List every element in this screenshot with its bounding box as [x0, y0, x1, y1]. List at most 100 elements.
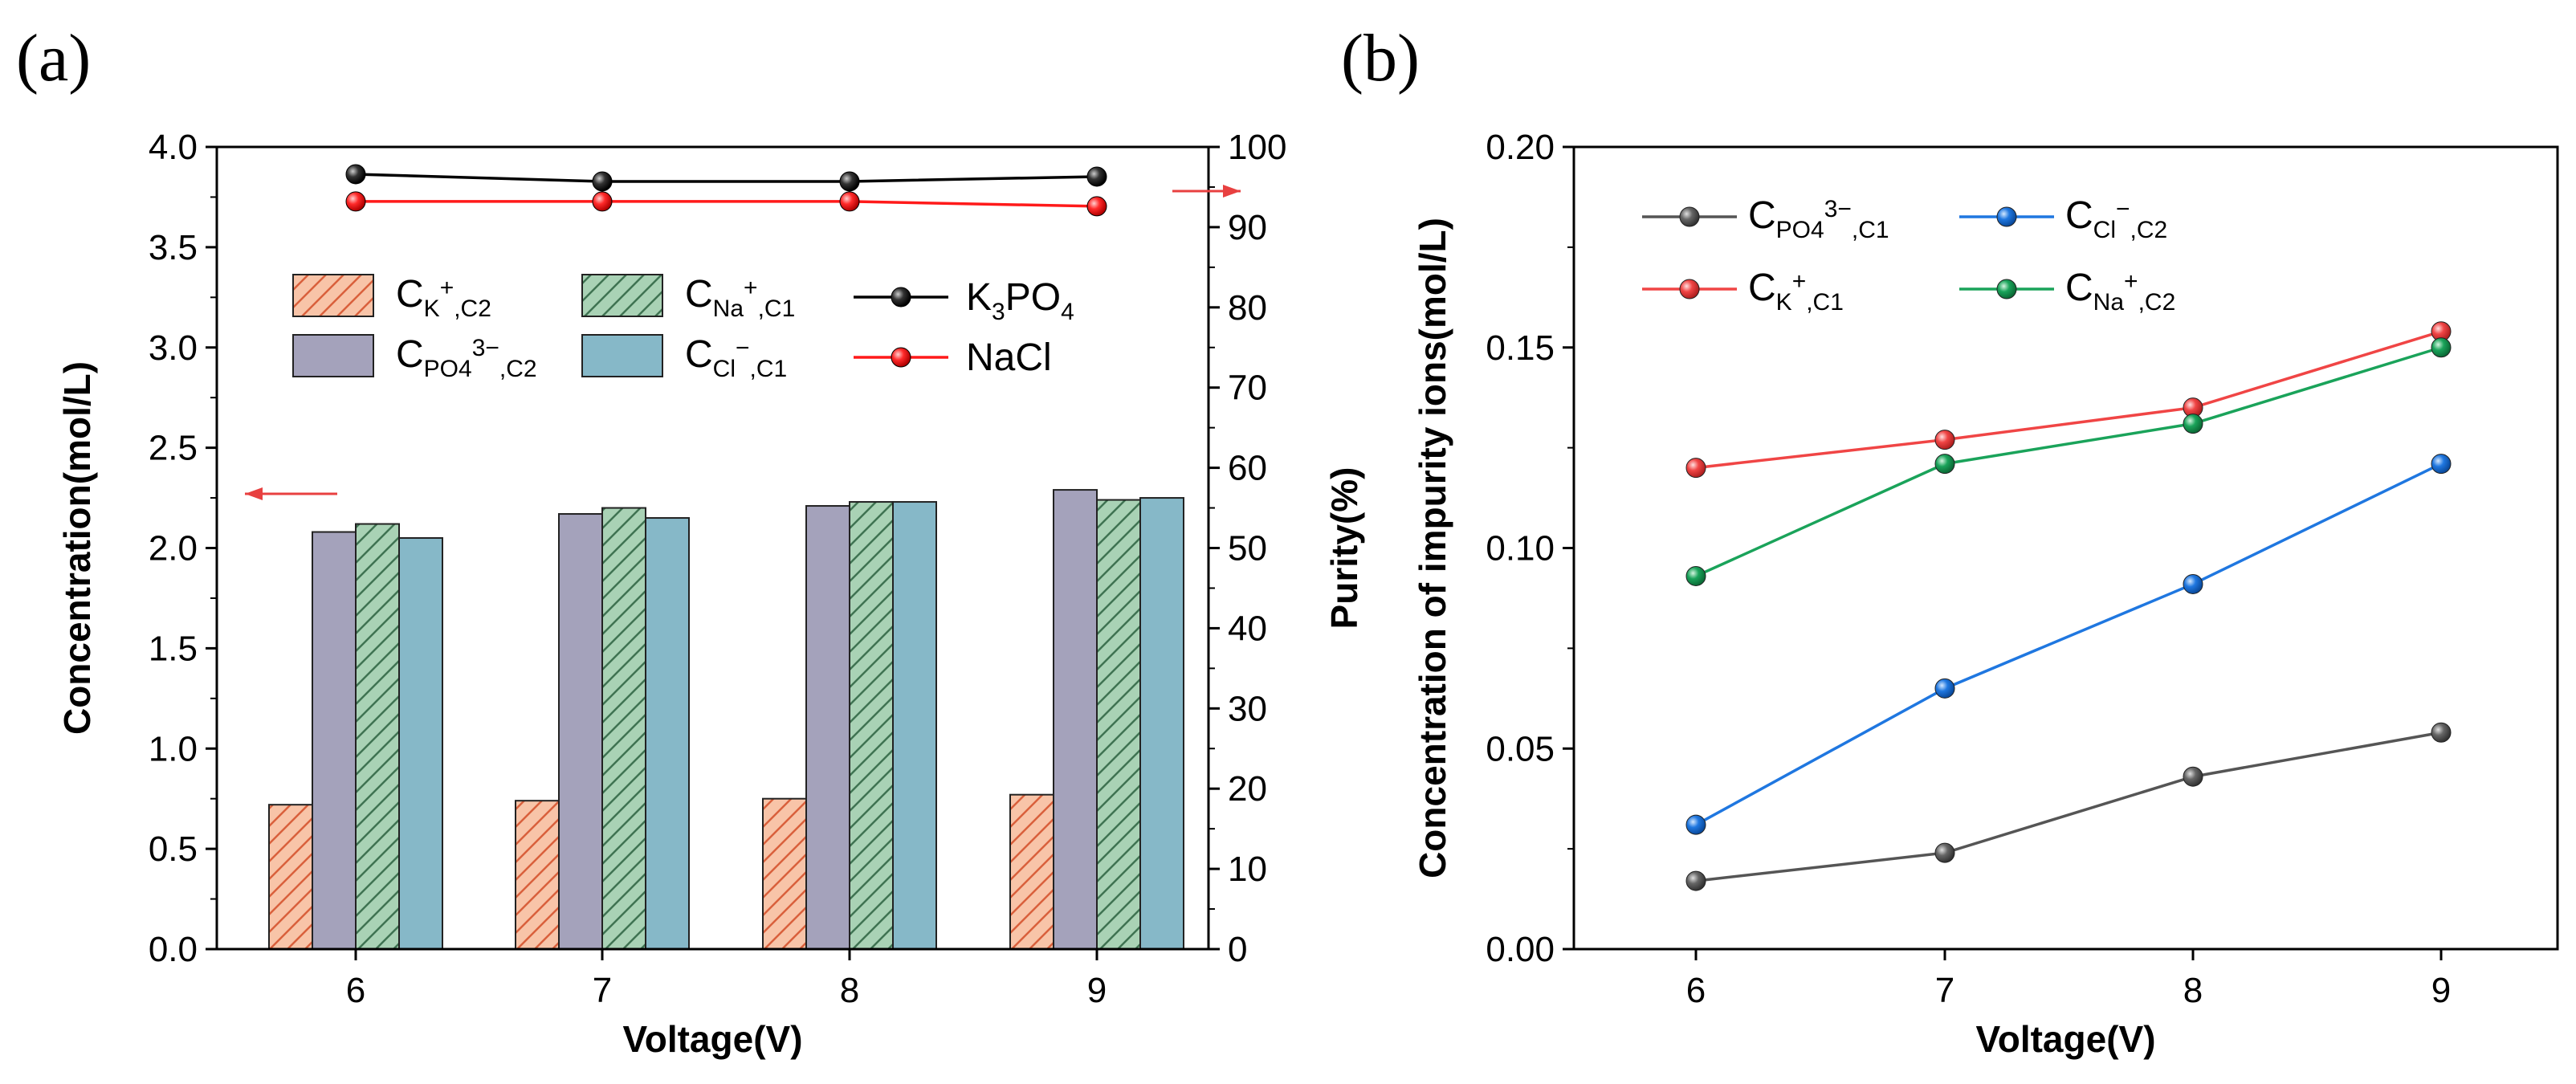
legend-label-kc2: CK+,C2 [396, 273, 491, 322]
b-point-po43c1-6 [1685, 870, 1706, 891]
left-tick-label: 2.5 [149, 429, 198, 468]
right-axis-arrow-head [1223, 185, 1241, 198]
x-tick-label-9: 9 [1087, 971, 1107, 1010]
y2-axis-title: Purity(%) [1323, 467, 1365, 630]
left-axis-arrow-head [245, 487, 263, 500]
point-k3po4-7 [592, 171, 613, 192]
right-tick-label: 70 [1228, 369, 1267, 408]
right-tick-label: 0 [1228, 930, 1247, 969]
b-left-tick-label: 0.10 [1486, 529, 1555, 568]
x-axis-title: Voltage(V) [622, 1018, 802, 1060]
b-left-tick-label: 0.15 [1486, 328, 1555, 368]
right-tick-label: 50 [1228, 529, 1267, 568]
b-point-nac2-7 [1934, 454, 1955, 475]
right-tick-label: 10 [1228, 850, 1267, 889]
b-legend-marker-nac2 [1996, 279, 2017, 300]
bar-po43c2-8 [805, 505, 850, 950]
point-k3po4-9 [1086, 166, 1107, 187]
point-nacl-6 [345, 191, 366, 212]
right-tick-label: 20 [1228, 769, 1267, 809]
left-tick-label: 0.5 [149, 829, 198, 869]
b-point-clc2-7 [1934, 678, 1955, 699]
legend-marker-k3po4 [891, 287, 911, 308]
b-legend-label-kc1: CK+,C1 [1748, 267, 1844, 316]
b-line-clc2 [1695, 463, 2442, 826]
bar-clc1-6 [398, 537, 443, 950]
y-axis-title: Concentration(mol/L) [56, 361, 98, 735]
panel-label-b: (b) [1341, 21, 1420, 96]
panel-b-chart: 0.00 0.05 0.10 0.15 0.20 6 7 8 9 Voltage(V) Concen… [1412, 128, 2559, 1060]
legend-label-clc1: CCl−,C1 [685, 333, 787, 382]
bar-clc1-7 [645, 517, 690, 950]
b-point-clc2-6 [1685, 814, 1706, 835]
x-tick-label-8: 8 [840, 971, 859, 1010]
bar-clc1-9 [1139, 497, 1184, 950]
b-x-tick-label-7: 7 [1935, 971, 1954, 1010]
panel-a-chart: 0.0 0.5 1.0 1.5 2.0 2.5 3.0 3.5 4.0 0 10 20 30 40 50 60… [56, 128, 1365, 1060]
b-legend-marker-kc1 [1679, 279, 1700, 300]
right-tick-label: 90 [1228, 208, 1267, 247]
panel-label-a: (a) [16, 21, 91, 96]
point-nacl-9 [1086, 196, 1107, 217]
b-x-tick-label-6: 6 [1686, 971, 1706, 1010]
b-line-po43c1 [1695, 731, 2442, 882]
bar-kc2-7 [515, 800, 560, 950]
b-point-kc1-6 [1685, 458, 1706, 479]
bar-nac1-6 [355, 523, 400, 950]
point-nacl-7 [592, 191, 613, 212]
b-left-tick-label: 0.00 [1486, 930, 1555, 969]
bar-nac1-7 [601, 507, 646, 950]
left-tick-label: 3.5 [149, 228, 198, 267]
point-nacl-8 [839, 191, 860, 212]
b-point-po43c1-9 [2431, 722, 2452, 743]
x-tick-label-6: 6 [346, 971, 365, 1010]
b-point-nac2-8 [2183, 414, 2203, 434]
bar-po43c2-9 [1053, 489, 1098, 950]
b-legend-marker-clc2 [1996, 206, 2017, 227]
bar-kc2-6 [268, 804, 313, 950]
bar-nac1-9 [1096, 499, 1141, 950]
b-point-clc2-8 [2183, 573, 2203, 594]
b-point-po43c1-8 [2183, 766, 2203, 787]
left-tick-label: 2.0 [149, 529, 198, 568]
legend-label-k3po4: K3PO4 [966, 276, 1074, 325]
point-k3po4-8 [839, 171, 860, 192]
b-line-kc1 [1695, 330, 2442, 470]
left-tick-label: 1.0 [149, 729, 198, 768]
b-line-nac2 [1695, 346, 2442, 578]
b-y-axis-title: Concentration of impurity ions(mol/L) [1412, 218, 1453, 878]
x-tick-label-7: 7 [593, 971, 612, 1010]
bar-kc2-9 [1009, 793, 1054, 950]
left-tick-label: 4.0 [149, 128, 198, 167]
legend-swatch-clc1 [581, 334, 663, 377]
point-k3po4-6 [345, 164, 366, 185]
b-point-nac2-9 [2431, 337, 2452, 358]
line-nacl [356, 200, 1098, 208]
right-tick-label: 30 [1228, 689, 1267, 728]
b-legend-label-nac2: CNa+,C2 [2065, 267, 2175, 316]
left-tick-label: 1.5 [149, 629, 198, 668]
legend-swatch-kc2 [292, 274, 374, 317]
legend-swatch-nac1 [581, 274, 663, 317]
legend-marker-nacl [891, 347, 911, 368]
right-tick-label: 80 [1228, 288, 1267, 328]
legend-label-nacl: NaCl [966, 336, 1052, 379]
b-point-clc2-9 [2431, 454, 2452, 475]
b-point-kc1-7 [1934, 430, 1955, 450]
left-tick-label: 3.0 [149, 328, 198, 368]
bar-po43c2-7 [558, 513, 603, 950]
b-legend-label-po43c1: CPO43−,C1 [1748, 194, 1889, 243]
b-x-tick-label-9: 9 [2431, 971, 2451, 1010]
b-left-tick-label: 0.20 [1486, 128, 1555, 167]
bar-po43c2-6 [312, 531, 357, 950]
right-tick-label: 60 [1228, 449, 1267, 488]
b-x-tick-label-8: 8 [2183, 971, 2203, 1010]
b-legend-label-clc2: CCl−,C2 [2065, 194, 2167, 243]
bar-kc2-8 [762, 797, 807, 950]
right-tick-label: 40 [1228, 609, 1267, 648]
b-legend-marker-po43c1 [1679, 206, 1700, 227]
legend-label-po43c2: CPO43−,C2 [396, 333, 537, 382]
legend-swatch-po43c2 [292, 334, 374, 377]
b-point-po43c1-7 [1934, 842, 1955, 863]
